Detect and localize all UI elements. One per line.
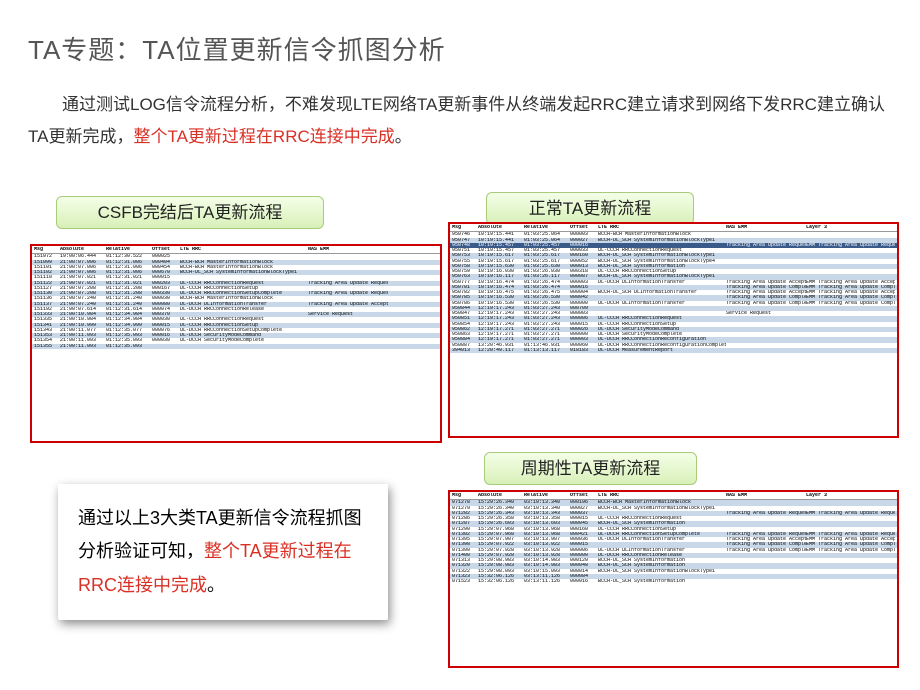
log-header: Msg Absolute Relative Offset LTE RRC NAS… — [450, 492, 897, 500]
intro-paragraph: 通过测试LOG信令流程分析，不难发现LTE网络TA更新事件从终端发起RRC建立请… — [28, 89, 892, 154]
log-header: Msg Absolute Relative Offset LTE RRC NAS… — [450, 224, 897, 232]
conclusion-box: 通过以上3大类TA更新信令流程抓图分析验证可知，整个TA更新过程在RRC连接中完… — [58, 484, 388, 620]
p-hl: 整个TA更新过程在RRC连接中完成 — [133, 127, 394, 146]
table-row: 39401312:20:49.11701:13:13.117018183DL-D… — [450, 348, 897, 353]
p2: 。 — [395, 127, 412, 146]
log-table-csfb: Msg Absolute Relative Offset LTE RRC NAS… — [30, 244, 442, 443]
label-periodic: 周期性TA更新流程 — [484, 452, 697, 485]
rows-rt: 95074610:19:15.44101:03:25.064000003BCCH… — [450, 232, 897, 353]
rows-rb: 07127815:29:26.34003:10:13.340000196BCCH… — [450, 500, 897, 584]
table-row: 07152315:32:06.12603:13:11.126000016BCCH… — [450, 579, 897, 584]
log-table-periodic: Msg Absolute Relative Offset LTE RRC NAS… — [448, 490, 899, 668]
log-table-normal: Msg Absolute Relative Offset LTE RRC NAS… — [448, 222, 899, 438]
page-title: TA专题：TA位置更新信令抓图分析 — [28, 30, 892, 67]
conc-t2: 。 — [207, 575, 225, 595]
label-normal: 正常TA更新流程 — [486, 192, 694, 225]
log-header: Msg Absolute Relative Offset LTE RRC NAS… — [32, 246, 440, 254]
table-row: 15135521:00:11.09301:12:35.093 — [32, 344, 440, 349]
label-csfb: CSFB完结后TA更新流程 — [56, 196, 324, 229]
rows-left: 15107219:00:06.44401:12:30.5220000251510… — [32, 254, 440, 349]
